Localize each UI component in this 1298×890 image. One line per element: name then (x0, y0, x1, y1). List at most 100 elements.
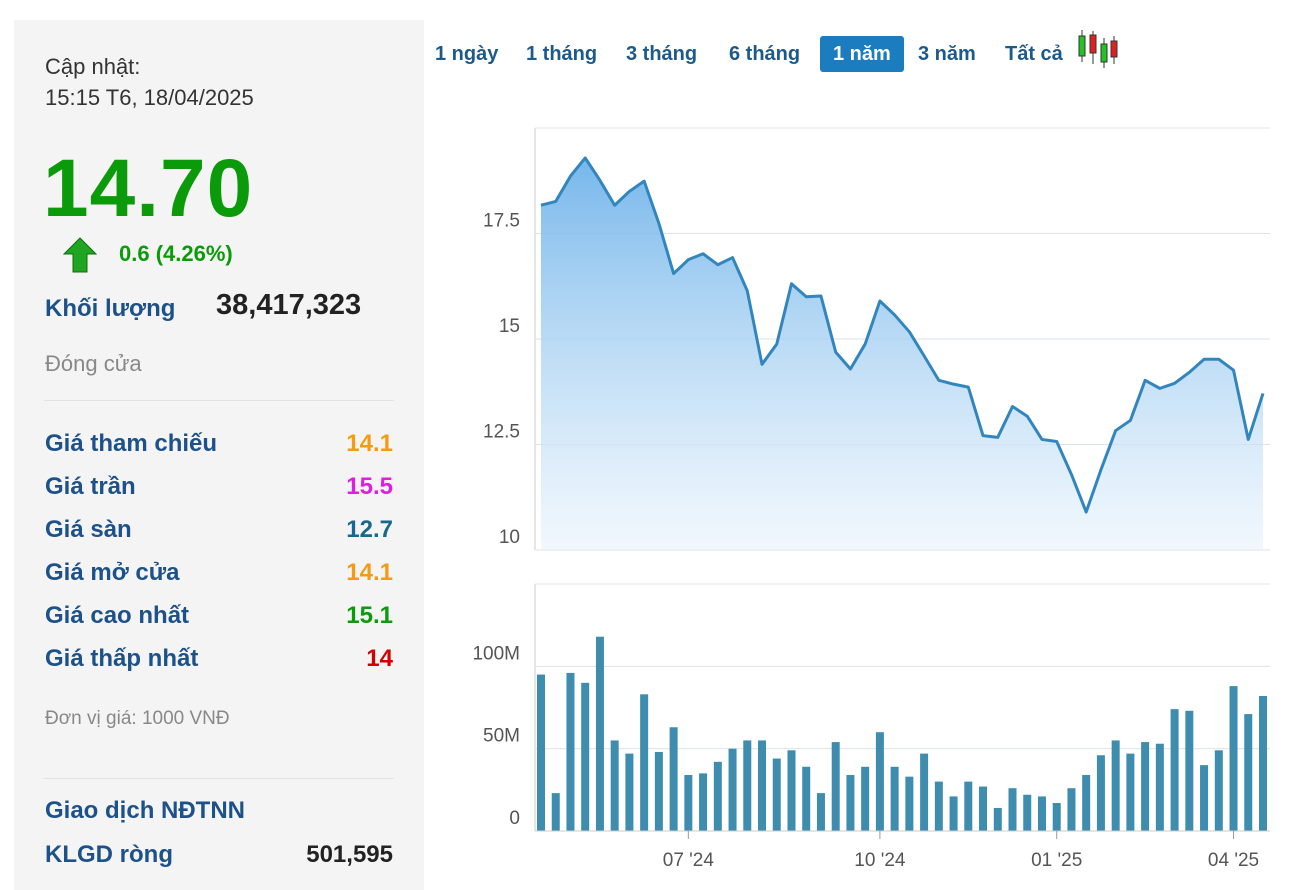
volume-bar (979, 786, 988, 831)
volume-bar (1008, 788, 1017, 831)
volume-bar (1082, 775, 1091, 831)
volume-bar (654, 751, 663, 831)
volume-bar (684, 775, 693, 831)
y-tick-label: 10 (499, 527, 520, 548)
volume-bar (758, 740, 767, 831)
update-label: Cập nhật: (45, 54, 141, 79)
divider (44, 778, 394, 779)
volume-bar (934, 781, 943, 831)
volume-bar (787, 750, 796, 831)
foreign-row-label: KLGD ròng (45, 841, 173, 868)
row-value: 15.5 (346, 473, 393, 500)
volume-bar (802, 766, 811, 831)
range-tab[interactable]: 6 tháng (729, 43, 801, 65)
row-value: 14.1 (346, 430, 393, 457)
candlestick-icon[interactable] (1076, 28, 1120, 70)
volume-bar (1141, 742, 1150, 831)
x-tick-label: 07 '24 (663, 850, 715, 871)
volume-bar (1111, 740, 1120, 831)
volume-bar (1214, 750, 1223, 831)
y-tick-label: 15 (499, 316, 520, 337)
y-tick-label: 100M (472, 643, 520, 664)
price-change: 0.6 (4.26%) (119, 241, 233, 266)
y-tick-label: 50M (483, 726, 520, 747)
volume-bar (905, 776, 914, 831)
volume-bar (640, 694, 649, 831)
x-tick-label: 01 '25 (1031, 850, 1082, 871)
volume-bar (875, 732, 884, 831)
range-tab[interactable]: Tất cả (1005, 43, 1063, 65)
x-tick-label: 04 '25 (1208, 850, 1259, 871)
volume-bar (669, 727, 678, 831)
volume-bar (610, 740, 619, 831)
volume-bar (728, 748, 737, 831)
row-value: 15.1 (346, 602, 393, 629)
volume-bar (1170, 709, 1179, 831)
volume-bar (1037, 796, 1046, 831)
divider (44, 400, 394, 401)
volume-bar (772, 758, 781, 831)
volume-bar (1259, 695, 1267, 831)
volume-bar (1096, 755, 1105, 831)
volume-bar (595, 636, 604, 831)
volume-value: 38,417,323 (216, 289, 362, 321)
x-tick-label: 10 '24 (854, 850, 906, 871)
range-tab[interactable]: 1 ngày (435, 43, 499, 65)
volume-bar (964, 781, 973, 831)
foreign-title: Giao dịch NĐTNN (45, 797, 246, 824)
up-arrow (62, 237, 98, 273)
row-label: Giá tham chiếu (45, 430, 218, 457)
volume-bar (1229, 686, 1238, 831)
price-line (540, 156, 1265, 514)
range-tab[interactable]: 3 tháng (626, 43, 698, 65)
volume-bar (846, 775, 855, 831)
volume-bar (699, 773, 708, 831)
row-value: 14 (366, 645, 393, 672)
volume-bar (1126, 753, 1135, 831)
row-label: Giá trần (45, 473, 136, 500)
y-tick-label: 0 (509, 808, 520, 829)
row-label: Giá mở cửa (45, 559, 180, 586)
volume-bar (537, 674, 545, 831)
row-label: Giá sàn (45, 516, 132, 543)
volume-bar (831, 742, 840, 831)
price-area (541, 157, 1263, 550)
volume-bar (1067, 788, 1076, 831)
volume-bar (566, 672, 575, 831)
y-tick-label: 17.5 (483, 211, 520, 232)
row-label: Giá cao nhất (45, 602, 190, 629)
price: 14.70 (43, 143, 254, 234)
volume-bar (743, 740, 752, 831)
y-tick-label: 12.5 (483, 422, 520, 443)
volume-bar (1200, 765, 1209, 831)
row-value: 14.1 (346, 559, 393, 586)
volume-bar (993, 807, 1002, 831)
foreign-row-value: 501,595 (306, 841, 393, 868)
volume-bar (625, 753, 634, 831)
volume-bar (1023, 794, 1032, 831)
update-time: 15:15 T6, 18/04/2025 (45, 85, 254, 110)
volume-bar (816, 793, 825, 831)
volume-bar (1052, 803, 1061, 831)
range-tab[interactable]: 1 tháng (526, 43, 598, 65)
volume-bar (551, 793, 560, 831)
row-label: Giá thấp nhất (45, 645, 199, 672)
volume-bar (1185, 710, 1194, 831)
info-panel: Cập nhật: 15:15 T6, 18/04/2025 14.70 0.6… (14, 20, 424, 890)
unit-note: Đơn vị giá: 1000 VNĐ (45, 708, 230, 729)
volume-bar (890, 766, 899, 831)
volume-bar (581, 682, 590, 831)
status: Đóng cửa (45, 351, 142, 376)
volume-bar (861, 766, 870, 831)
volume-bar (1155, 743, 1164, 831)
volume-bar (713, 761, 722, 831)
volume-bar (949, 796, 958, 831)
volume-bar (1244, 714, 1253, 831)
range-tab[interactable]: 1 năm (820, 36, 904, 72)
range-tab[interactable]: 3 năm (918, 43, 976, 65)
volume-bar (920, 753, 929, 831)
row-value: 12.7 (346, 516, 393, 543)
volume-label: Khối lượng (45, 295, 176, 322)
